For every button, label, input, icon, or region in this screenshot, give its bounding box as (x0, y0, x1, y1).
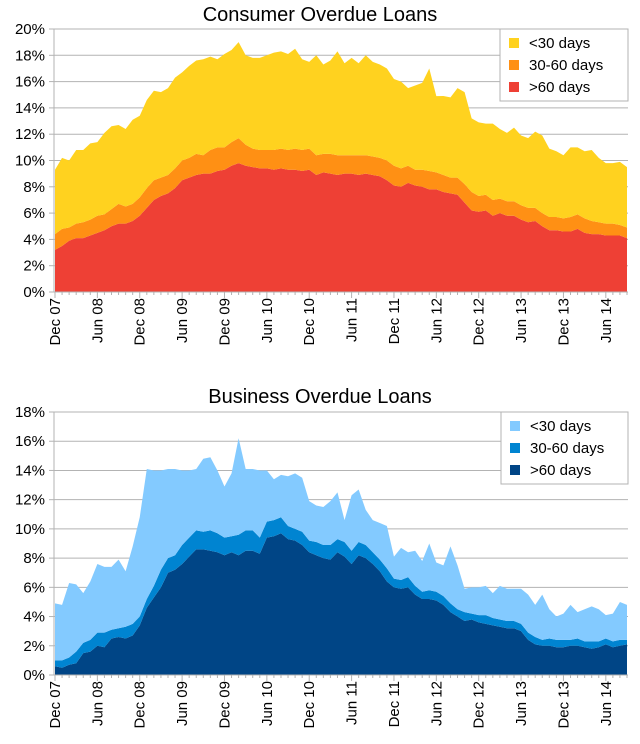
legend-swatch (509, 38, 519, 48)
y-tick-label: 14% (15, 462, 45, 479)
x-tick-label: Dec 13 (555, 298, 572, 346)
x-tick-label: Dec 07 (47, 681, 64, 729)
y-tick-label: 2% (23, 258, 45, 275)
legend-swatch (510, 421, 520, 431)
chart-title: Consumer Overdue Loans (203, 4, 438, 26)
x-tick-label: Jun 13 (513, 298, 530, 343)
y-tick-label: 0% (23, 667, 45, 684)
chart-title: Business Overdue Loans (208, 386, 431, 408)
x-tick-label: Dec 11 (386, 681, 403, 727)
legend-box (500, 411, 629, 485)
x-tick-label: Jun 12 (428, 681, 445, 726)
y-tick-label: 14% (15, 100, 45, 117)
area-series-60-days (55, 533, 627, 675)
x-tick-label: Jun 09 (174, 681, 191, 726)
y-tick-label: 10% (15, 521, 45, 538)
x-tick-label: Jun 11 (344, 298, 361, 342)
x-tick-label: Jun 13 (513, 681, 530, 726)
y-tick-label: 6% (23, 205, 45, 222)
legend-label: >60 days (529, 79, 590, 96)
x-tick-label: Dec 09 (217, 681, 234, 729)
consumer-overdue-loans-chart: Consumer Overdue Loans 0% 2% 4% 6% 8% 10% 12% 14… (15, 4, 629, 346)
x-tick-label: Jun 08 (89, 681, 106, 726)
legend-label: 30-60 days (529, 57, 603, 74)
x-tick-label: Jun 10 (259, 681, 276, 726)
area-series-30-60-days (55, 517, 627, 668)
area-series-60-days (55, 163, 627, 292)
x-tick-label: Dec 07 (47, 298, 64, 346)
y-tick-label: 16% (15, 433, 45, 450)
business-overdue-loans-chart: Business Overdue Loans 0% 2% 4% 6% 8% 10% 12% 14… (15, 386, 629, 729)
x-tick-label: Jun 12 (428, 298, 445, 343)
x-tick-label: Jun 11 (344, 681, 361, 725)
x-tick-label: Dec 13 (555, 681, 572, 729)
legend-label: 30-60 days (530, 440, 604, 457)
y-tick-label: 10% (15, 153, 45, 170)
x-tick-label: Jun 14 (598, 681, 615, 726)
legend-label: <30 days (530, 418, 591, 435)
x-tick-label: Dec 10 (301, 681, 318, 729)
y-tick-label: 16% (15, 74, 45, 91)
x-tick-label: Dec 11 (386, 298, 403, 344)
y-tick-label: 4% (23, 231, 45, 248)
x-tick-label: Jun 10 (259, 298, 276, 343)
legend-box (499, 28, 629, 102)
area-series-30-days (55, 438, 627, 661)
legend: <30 days 30-60 days >60 days (500, 411, 629, 485)
y-tick-label: 8% (23, 179, 45, 196)
y-tick-label: 2% (23, 638, 45, 655)
x-tick-label: Dec 12 (471, 298, 488, 346)
x-tick-label: Dec 12 (471, 681, 488, 729)
legend-label: >60 days (530, 462, 591, 479)
y-tick-label: 18% (15, 47, 45, 64)
x-tick-label: Jun 08 (89, 298, 106, 343)
y-tick-label: 18% (15, 404, 45, 421)
y-tick-label: 12% (15, 492, 45, 509)
legend-label: <30 days (529, 35, 590, 52)
legend: <30 days 30-60 days >60 days (499, 28, 629, 102)
x-tick-label: Jun 14 (598, 298, 615, 343)
y-tick-label: 4% (23, 609, 45, 626)
x-tick-label: Dec 10 (301, 298, 318, 346)
x-tick-label: Jun 09 (174, 298, 191, 343)
y-tick-label: 12% (15, 126, 45, 143)
x-tick-label: Dec 08 (132, 298, 149, 346)
area-series-30-60-days (55, 138, 627, 250)
legend-swatch (510, 443, 520, 453)
legend-swatch (509, 60, 519, 70)
x-tick-label: Dec 08 (132, 681, 149, 729)
y-tick-label: 8% (23, 550, 45, 567)
legend-swatch (509, 82, 519, 92)
legend-swatch (510, 465, 520, 475)
y-tick-label: 6% (23, 579, 45, 596)
y-tick-label: 0% (23, 284, 45, 301)
area-series-30-days (55, 42, 627, 235)
y-tick-label: 20% (15, 21, 45, 38)
x-tick-label: Dec 09 (217, 298, 234, 346)
